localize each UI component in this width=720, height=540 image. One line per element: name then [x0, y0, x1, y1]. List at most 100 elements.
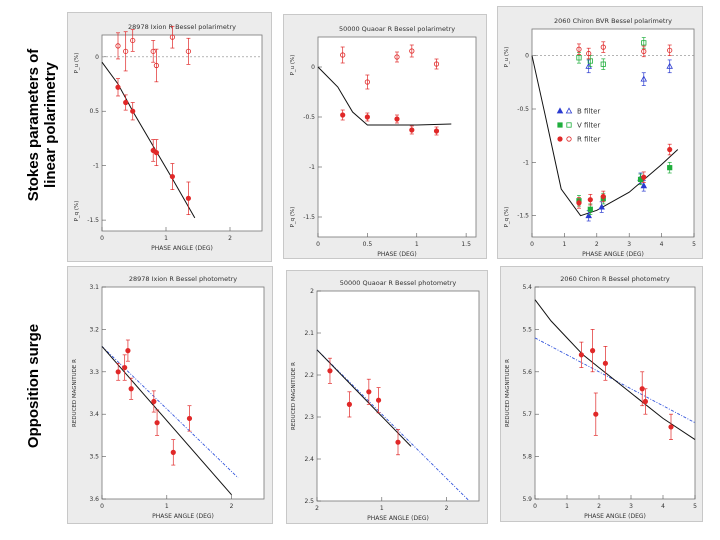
- y-tick-label: 3.1: [89, 284, 99, 291]
- y-axis-label: REDUCED MAGNITUDE R: [291, 362, 297, 430]
- model-fit-line: [317, 66, 452, 126]
- data-point: [122, 364, 128, 371]
- data-point: [154, 420, 160, 426]
- y-tick-label: -1: [523, 159, 529, 166]
- y-tick-label: 5.5: [522, 326, 532, 333]
- model-fit-line: [101, 346, 232, 496]
- y-tick-label: 0: [95, 54, 99, 61]
- y-tick-label: 2.2: [304, 372, 314, 379]
- x-tick-label: 3: [627, 241, 631, 248]
- data-point: [667, 165, 673, 171]
- x-tick-label: 2: [228, 235, 232, 242]
- chart-title: 2060 Chiron R Bessel photometry: [560, 275, 670, 283]
- model-fit-line: [534, 299, 696, 441]
- data-point: [346, 401, 353, 407]
- chiron-polarimetry-chart: 2060 Chiron BVR Bessel polarimetry PHASE …: [504, 17, 696, 258]
- y-tick-label: 3.6: [89, 496, 99, 503]
- data-point: [640, 75, 648, 82]
- y-tick-label: 3.2: [89, 326, 99, 333]
- legend-label: V filter: [577, 122, 600, 130]
- data-point: [641, 174, 647, 180]
- data-point: [602, 360, 609, 366]
- data-point: [169, 34, 176, 40]
- legend-label: R filter: [577, 136, 600, 144]
- data-point: [115, 369, 121, 375]
- y-axis-label: REDUCED MAGNITUDE R: [72, 359, 78, 427]
- y-tick-label: 3.3: [89, 369, 99, 376]
- data-point: [598, 203, 605, 210]
- data-point: [590, 348, 596, 354]
- x-tick-label: 0: [316, 241, 320, 248]
- data-point: [123, 99, 129, 106]
- y-tick-label: 2.5: [304, 498, 314, 505]
- x-axis-label: PHASE (DEG): [377, 251, 416, 258]
- x-tick-label: 1: [415, 241, 419, 248]
- data-point: [433, 128, 440, 134]
- chiron-polarimetry-panel: 2060 Chiron BVR Bessel polarimetry PHASE …: [497, 6, 703, 259]
- data-point: [586, 50, 592, 57]
- y-tick-label: 2.1: [304, 330, 314, 337]
- y-tick-label: -1: [93, 163, 99, 170]
- data-series: [115, 25, 192, 83]
- plot-area: [101, 34, 263, 232]
- y-tick-label: 0: [525, 53, 529, 60]
- data-point: [130, 108, 136, 114]
- data-point: [576, 55, 582, 61]
- data-point: [642, 398, 648, 405]
- y-axis-label-pq: P_q (%): [74, 201, 80, 222]
- x-tick-label: 1: [165, 503, 169, 510]
- plot-area: [316, 290, 480, 502]
- data-point: [153, 62, 160, 69]
- data-point: [667, 146, 673, 153]
- y-tick-label: -0.5: [517, 106, 529, 113]
- data-point: [409, 48, 415, 54]
- x-tick-label: 2: [230, 503, 234, 510]
- chiron-photometry-panel: 2060 Chiron R Bessel photometry PHASE ANG…: [500, 266, 703, 522]
- x-tick-label: 1: [380, 505, 384, 512]
- data-series: [576, 41, 673, 60]
- y-tick-label: 2.3: [304, 414, 314, 421]
- legend-label: B filter: [577, 108, 600, 116]
- data-point: [150, 48, 156, 54]
- data-point: [576, 200, 582, 206]
- data-point: [587, 206, 593, 212]
- x-tick-label: 5: [692, 241, 696, 248]
- data-point: [366, 389, 372, 395]
- y-tick-label: -1.5: [303, 214, 315, 221]
- photometry-row-label: Opposition surge: [25, 323, 42, 449]
- x-tick-label: 0: [100, 503, 104, 510]
- y-tick-label: -1.5: [517, 213, 529, 220]
- data-series: [327, 357, 401, 456]
- data-point: [557, 136, 563, 142]
- data-point: [115, 43, 121, 49]
- plot-area: [531, 28, 695, 238]
- x-tick-label: 1: [565, 503, 569, 510]
- polarimetry-row-label: Stokes parameters of linear polarimetry: [25, 10, 61, 240]
- y-tick-label: 2: [310, 288, 314, 295]
- data-point: [170, 449, 176, 455]
- data-point: [600, 44, 606, 50]
- x-tick-label: 3: [629, 503, 633, 510]
- quaoar-polarimetry-panel: 50000 Quaoar R Bessel polarimetry PHASE (…: [283, 14, 487, 259]
- data-point: [125, 348, 131, 354]
- data-point: [185, 195, 192, 201]
- x-axis-label: PHASE ANGLE (DEG): [152, 513, 214, 520]
- data-point: [327, 368, 333, 374]
- data-point: [375, 397, 382, 403]
- data-point: [668, 424, 674, 430]
- data-point: [115, 84, 121, 90]
- model-fit-line: [316, 349, 412, 447]
- x-tick-label: 4: [660, 241, 664, 248]
- data-point: [169, 173, 176, 180]
- chart-title: 28978 Ixion R Bessel photometry: [129, 275, 237, 283]
- x-tick-label: 2: [595, 241, 599, 248]
- data-point: [340, 52, 346, 58]
- data-series: [115, 339, 193, 466]
- data-series: [340, 44, 440, 90]
- data-series: [578, 329, 674, 440]
- chiron-photometry-chart: 2060 Chiron R Bessel photometry PHASE ANG…: [505, 275, 697, 520]
- data-point: [576, 46, 582, 52]
- x-axis-label: PHASE ANGLE (DEG): [582, 251, 644, 258]
- data-point: [667, 47, 673, 53]
- plot-area: [534, 286, 696, 500]
